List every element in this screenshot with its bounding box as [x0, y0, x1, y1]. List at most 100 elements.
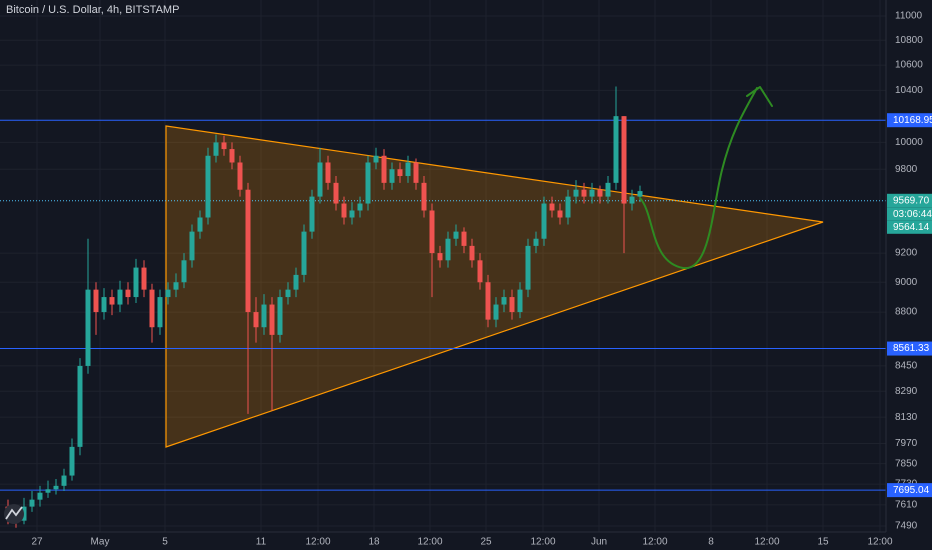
candle-body — [229, 149, 235, 163]
x-tick-label: May — [91, 537, 110, 548]
candle-body — [117, 289, 123, 305]
candle-body — [469, 245, 475, 261]
candle-body — [429, 210, 435, 254]
candle-body — [517, 289, 523, 313]
candle-body — [37, 492, 43, 500]
candle-body — [357, 203, 363, 211]
chart-title: Bitcoin / U.S. Dollar, 4h, BITSTAMP — [6, 4, 179, 16]
candle-body — [557, 210, 563, 218]
price-level-label: 10168.95 — [893, 115, 932, 126]
x-tick-label: 27 — [31, 537, 43, 548]
logo — [4, 504, 24, 524]
candle-body — [285, 289, 291, 298]
candle-body — [317, 162, 323, 197]
candle-body — [85, 289, 91, 366]
candle-body — [213, 142, 219, 156]
candle-body — [629, 196, 635, 204]
candle-body — [197, 217, 203, 232]
y-tick-label: 9200 — [895, 248, 918, 259]
candle-body — [549, 203, 555, 211]
candle-body — [93, 289, 99, 313]
candle-body — [381, 155, 387, 183]
candle-body — [461, 231, 467, 246]
x-tick-label: 12:00 — [417, 537, 442, 548]
countdown-box — [887, 207, 932, 221]
x-tick-label: 12:00 — [305, 537, 330, 548]
candle-body — [149, 289, 155, 328]
price-level-label: 9569.70 — [893, 195, 930, 206]
triangle-pattern — [165, 125, 824, 448]
candle-body — [109, 297, 115, 305]
x-tick-label: 5 — [162, 537, 168, 548]
candle-body — [501, 297, 507, 305]
candle-body — [189, 231, 195, 261]
y-tick-label: 10600 — [895, 60, 923, 71]
candle-body — [341, 203, 347, 218]
price-level-box — [887, 483, 932, 498]
price-level-label: 7695.04 — [893, 485, 930, 496]
x-tick-label: Jun — [591, 537, 607, 548]
candle-body — [53, 485, 59, 490]
candle-body — [277, 297, 283, 335]
y-tick-label: 8290 — [895, 386, 918, 397]
x-tick-label: 8 — [708, 537, 714, 548]
y-tick-label: 9000 — [895, 277, 918, 288]
countdown-label: 03:06:44 — [893, 209, 932, 220]
price-levels — [0, 119, 886, 491]
candle-body — [261, 304, 267, 328]
y-tick-label: 10000 — [895, 137, 923, 148]
candle-body — [525, 245, 531, 290]
x-tick-label: 18 — [368, 537, 380, 548]
candle-body — [597, 189, 603, 197]
candle-body — [301, 231, 307, 275]
candle-body — [405, 162, 411, 177]
y-tick-label: 7490 — [895, 521, 918, 532]
x-tick-label: 12:00 — [642, 537, 667, 548]
candle-body — [485, 282, 491, 320]
x-tick-label: 12:00 — [530, 537, 555, 548]
x-tick-label: 12:00 — [867, 537, 892, 548]
candle-body — [589, 189, 595, 197]
candle-body — [69, 446, 75, 476]
candle-body — [365, 162, 371, 204]
candle-body — [421, 182, 427, 211]
candles — [5, 86, 643, 528]
candle-body — [397, 169, 403, 177]
candle-body — [253, 312, 259, 328]
candle-body — [565, 196, 571, 218]
y-tick-label: 10400 — [895, 85, 923, 96]
price-level-box — [887, 113, 932, 128]
candle-body — [181, 260, 187, 283]
x-tick-label: 12:00 — [754, 537, 779, 548]
grid — [0, 0, 886, 532]
candle-body — [477, 260, 483, 283]
x-tick-label: 15 — [817, 537, 829, 548]
candle-body — [101, 297, 107, 313]
candle-body — [389, 169, 395, 183]
candle-body — [373, 155, 379, 163]
x-tick-label: 25 — [480, 537, 492, 548]
candle-body — [509, 297, 515, 313]
y-tick-label: 8800 — [895, 307, 918, 318]
candle-body — [21, 506, 27, 521]
candle-body — [141, 267, 147, 290]
candle-body — [125, 289, 131, 298]
candle-body — [573, 189, 579, 197]
y-tick-label: 7610 — [895, 500, 918, 511]
candle-body — [29, 499, 35, 507]
candle-body — [61, 475, 67, 486]
y-tick-label: 11000 — [895, 11, 923, 22]
y-tick-label: 10800 — [895, 35, 923, 46]
candle-body — [173, 282, 179, 290]
candle-body — [325, 162, 331, 183]
candle-body — [637, 191, 643, 197]
candle-body — [309, 196, 315, 232]
candle-body — [493, 304, 499, 320]
candle-body — [157, 297, 163, 328]
candle-body — [533, 238, 539, 246]
last-price-label: 9564.14 — [893, 222, 930, 233]
y-tick-label: 8450 — [895, 361, 918, 372]
candle-body — [237, 162, 243, 190]
candle-body — [133, 267, 139, 298]
